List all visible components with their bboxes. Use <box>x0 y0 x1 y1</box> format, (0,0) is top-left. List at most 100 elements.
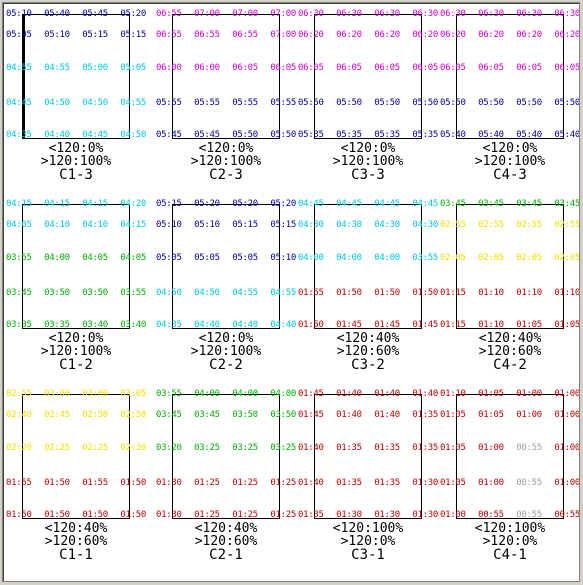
time-row: 05:15 05:20 05:20 05:20 <box>156 199 296 209</box>
time-value: 06:05 <box>516 63 542 73</box>
time-value: 05:10 <box>194 220 220 230</box>
time-value: 04:15 <box>6 199 32 209</box>
threshold-high: >120:0% <box>482 534 538 549</box>
time-value: 01:05 <box>440 410 466 420</box>
time-value: 01:00 <box>516 389 542 399</box>
time-value: 06:05 <box>232 63 258 73</box>
time-value: 01:10 <box>478 288 504 298</box>
time-value: 05:10 <box>6 9 32 19</box>
time-value: 05:45 <box>194 130 220 140</box>
time-value: 04:05 <box>6 220 32 230</box>
time-value: 05:15 <box>120 30 146 40</box>
cell-label: C3-2 <box>351 357 385 373</box>
time-value: 03:25 <box>232 443 258 453</box>
time-value: 02:45 <box>44 410 70 420</box>
threshold-low: <120:100% <box>474 521 546 536</box>
time-value: 05:40 <box>478 130 504 140</box>
time-value: 07:00 <box>270 30 296 40</box>
time-value: 01:05 <box>516 320 542 330</box>
time-value: 03:55 <box>412 253 438 263</box>
time-value: 04:50 <box>156 288 182 298</box>
time-value: 03:05 <box>120 389 146 399</box>
time-value: 04:30 <box>298 220 324 230</box>
time-value: 05:35 <box>298 130 324 140</box>
time-row: 04:55 04:55 05:00 05:05 <box>6 63 146 73</box>
region-box <box>22 14 130 139</box>
time-row: 05:05 05:10 05:15 05:15 <box>6 30 146 40</box>
time-value: 06:30 <box>478 9 504 19</box>
time-value: 06:20 <box>298 30 324 40</box>
time-row: 06:20 06:20 06:20 06:20 <box>440 30 580 40</box>
time-value: 01:00 <box>440 510 466 520</box>
time-value: 02:05 <box>478 253 504 263</box>
time-value: 01:05 <box>478 410 504 420</box>
time-value: 01:40 <box>374 389 400 399</box>
time-value: 03:45 <box>554 199 580 209</box>
time-value: 06:05 <box>336 63 362 73</box>
time-row: 06:05 06:05 06:05 06:05 <box>440 63 579 73</box>
time-value: 07:00 <box>232 9 258 19</box>
time-value: 01:50 <box>298 320 324 330</box>
time-value: 05:05 <box>6 30 32 40</box>
time-value: 03:40 <box>120 320 146 330</box>
time-value: 00:55 <box>516 478 542 488</box>
time-value: 05:05 <box>232 253 258 263</box>
time-value: 01:30 <box>412 478 438 488</box>
time-row: 04:30 04:30 04:30 04:30 <box>298 220 438 230</box>
cell-caption: <120:0% >120:100% C4-3 <box>440 142 579 183</box>
time-row: 01:55 01:50 01:55 01:50 <box>6 478 146 488</box>
time-row: 02:40 02:45 02:50 02:50 <box>6 410 146 420</box>
time-row: 06:55 06:55 06:55 07:00 <box>156 30 296 40</box>
time-row: 05:50 05:50 05:50 05:50 <box>440 98 579 108</box>
time-row: 01:35 01:30 01:30 01:30 <box>298 510 438 520</box>
time-value: 01:45 <box>298 389 324 399</box>
time-value: 01:00 <box>554 410 580 420</box>
time-value: 02:25 <box>44 443 70 453</box>
threshold-high: >120:100% <box>40 154 112 169</box>
cell-c4-3: 06:30 06:30 06:30 06:30 06:20 06:20 06:20 06:20… <box>440 6 580 192</box>
time-value: 03:45 <box>478 199 504 209</box>
time-value: 06:30 <box>516 9 542 19</box>
time-value: 05:10 <box>156 220 182 230</box>
time-row: 05:45 05:45 05:50 05:50 <box>156 130 296 140</box>
time-value: 01:35 <box>412 443 438 453</box>
cell-label: C2-1 <box>209 547 243 563</box>
time-value: 04:30 <box>374 220 400 230</box>
time-value: 01:00 <box>478 443 504 453</box>
time-value: 02:05 <box>516 253 542 263</box>
time-value: 03:00 <box>82 389 108 399</box>
time-value: 02:30 <box>120 443 146 453</box>
time-value: 01:40 <box>298 443 324 453</box>
time-row: 04:35 04:40 04:45 04:50 <box>6 130 146 140</box>
time-value: 01:50 <box>44 478 70 488</box>
time-value: 01:50 <box>120 510 146 520</box>
threshold-high: >120:60% <box>336 344 400 359</box>
time-value: 06:20 <box>554 30 580 40</box>
time-value: 01:05 <box>440 478 466 488</box>
threshold-low: <120:100% <box>332 521 404 536</box>
time-value: 03:50 <box>232 410 258 420</box>
time-row: 02:55 02:55 02:55 02:55 <box>440 220 579 230</box>
time-value: 01:30 <box>156 478 182 488</box>
time-value: 05:05 <box>156 253 182 263</box>
time-value: 04:40 <box>232 320 258 330</box>
time-row: 03:20 03:25 03:25 03:25 <box>156 443 296 453</box>
time-row: 01:45 01:40 01:40 01:35 <box>298 410 438 420</box>
cell-label: C2-2 <box>209 357 243 373</box>
time-value: 05:50 <box>478 98 504 108</box>
time-value: 04:55 <box>232 288 258 298</box>
cell-label: C2-3 <box>209 167 243 183</box>
time-row: 01:10 01:05 01:00 01:00 <box>440 389 580 399</box>
threshold-high: >120:100% <box>190 154 262 169</box>
time-row: 04:45 04:50 04:50 04:55 <box>6 98 146 108</box>
time-value: 06:05 <box>412 63 438 73</box>
threshold-high: >120:100% <box>190 344 262 359</box>
time-value: 05:40 <box>516 130 542 140</box>
cell-caption: <120:40% >120:60% C1-1 <box>6 522 146 563</box>
time-value: 01:45 <box>336 320 362 330</box>
time-row: 05:35 05:35 05:35 05:35 <box>298 130 438 140</box>
time-value: 04:30 <box>336 220 362 230</box>
time-value: 06:20 <box>412 30 438 40</box>
time-value: 03:50 <box>270 410 296 420</box>
time-value: 01:00 <box>554 389 580 399</box>
